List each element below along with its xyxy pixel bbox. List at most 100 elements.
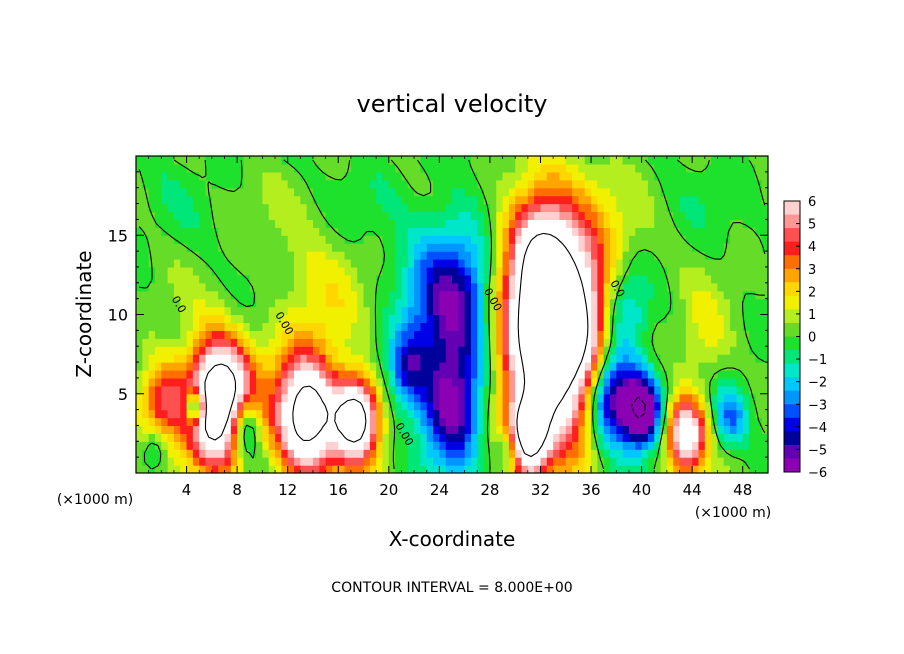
field-cell [249, 211, 257, 220]
field-cell [508, 362, 516, 371]
field-cell [249, 385, 257, 395]
field-cell [534, 251, 542, 260]
field-cell [685, 314, 693, 324]
field-cell [180, 425, 188, 434]
field-cell [420, 235, 428, 244]
field-cell [154, 298, 162, 308]
field-cell [414, 330, 421, 339]
field-cell [243, 266, 251, 276]
field-cell [730, 306, 737, 316]
field-cell [540, 457, 548, 466]
field-cell [382, 393, 390, 403]
field-cell [357, 251, 365, 260]
field-cell [148, 235, 156, 244]
field-cell [211, 290, 219, 300]
field-cell [742, 179, 750, 189]
field-cell [685, 330, 693, 339]
field-cell [483, 282, 491, 292]
field-cell [338, 259, 346, 268]
field-cell [294, 179, 301, 189]
field-cell [433, 457, 440, 466]
field-cell [268, 266, 276, 276]
field-cell [294, 441, 301, 450]
field-cell [692, 369, 700, 379]
field-cell [698, 195, 706, 205]
field-cell [142, 211, 150, 220]
field-cell [312, 369, 320, 379]
field-cell [319, 449, 327, 458]
field-cell [622, 171, 630, 181]
x-tick-label: 24 [430, 481, 449, 499]
field-cell [433, 314, 440, 324]
field-cell [597, 314, 605, 324]
field-cell [679, 377, 687, 387]
field-cell [230, 377, 238, 387]
field-cell [426, 425, 434, 434]
field-cell [306, 362, 314, 371]
field-cell [199, 156, 207, 165]
field-cell [205, 322, 213, 331]
field-cell [502, 266, 510, 276]
field-cell [262, 306, 270, 316]
field-cell [679, 243, 687, 252]
field-cell [736, 377, 744, 387]
field-cell [445, 187, 453, 197]
field-cell [445, 179, 453, 189]
field-cell [458, 465, 466, 473]
field-cell [730, 195, 737, 205]
field-cell [325, 314, 333, 324]
field-cell [755, 235, 763, 244]
field-cell [256, 377, 263, 387]
field-cell [698, 409, 706, 419]
field-cell [597, 282, 605, 292]
field-cell [224, 433, 232, 442]
field-cell [597, 298, 605, 308]
field-cell [616, 425, 624, 434]
field-cell [692, 163, 700, 173]
field-cell [572, 235, 579, 244]
x-tick-label: 4 [182, 481, 192, 499]
field-cell [641, 211, 649, 220]
field-cell [704, 330, 712, 339]
field-cell [268, 298, 276, 308]
field-cell [610, 259, 617, 268]
field-cell [230, 171, 238, 181]
field-cell [527, 425, 535, 434]
field-cell [205, 259, 213, 268]
field-cell [742, 156, 750, 165]
field-cell [287, 306, 295, 316]
field-cell [186, 187, 194, 197]
field-cell [458, 393, 466, 403]
field-cell [306, 377, 314, 387]
field-cell [180, 338, 188, 347]
field-cell [306, 203, 314, 213]
field-cell [218, 338, 226, 347]
colorbar-tick-label: −3 [808, 398, 827, 413]
field-cell [382, 282, 390, 292]
field-cell [331, 171, 339, 181]
field-cell [647, 156, 655, 165]
field-cell [376, 274, 384, 284]
field-cell [572, 266, 579, 276]
field-cell [218, 156, 226, 165]
field-cell [470, 195, 478, 205]
field-cell [211, 465, 219, 473]
field-cell [154, 203, 162, 213]
field-cell [647, 251, 655, 260]
field-cell [502, 179, 510, 189]
field-cell [578, 322, 586, 331]
field-cell [515, 457, 523, 466]
field-cell [199, 417, 207, 427]
field-cell [167, 251, 175, 260]
field-cell [350, 417, 358, 427]
field-cell [628, 227, 636, 236]
field-cell [154, 251, 162, 260]
field-cell [237, 338, 245, 347]
field-cell [508, 449, 516, 458]
field-cell [420, 179, 428, 189]
field-cell [546, 251, 554, 260]
field-cell [622, 179, 630, 189]
field-cell [452, 441, 459, 450]
field-cell [325, 393, 333, 403]
